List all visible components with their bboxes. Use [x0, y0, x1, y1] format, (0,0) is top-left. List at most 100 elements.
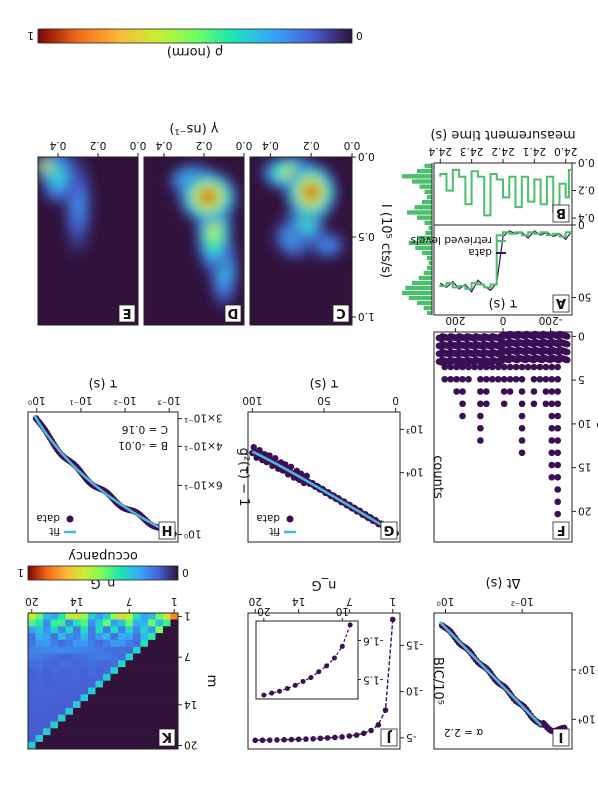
heatmap-cell: [42, 741, 51, 749]
heatmap-cell: [35, 612, 43, 620]
panel-label-b: B: [552, 204, 570, 223]
heatmap-cell: [35, 714, 43, 722]
heatmap-cell: [65, 701, 73, 709]
heatmap-cell: [57, 687, 66, 695]
heatmap-cell: [35, 626, 43, 634]
inset-point: [277, 688, 283, 694]
heatmap-cell: [42, 714, 51, 722]
point: [324, 735, 331, 741]
point: [441, 363, 449, 371]
panel-label-text: G: [384, 522, 395, 537]
heatmap-cell: [65, 626, 73, 634]
y-tick-label: 0.2: [578, 184, 595, 196]
heatmap-cell: [170, 680, 178, 688]
heatmap-cell: [125, 619, 133, 627]
y-tick-label: 0.0: [358, 150, 375, 162]
density-blob: [203, 192, 213, 202]
power-law-fit: [438, 621, 543, 727]
heatmap-cell: [65, 680, 73, 688]
x-tick-label: -200: [539, 314, 563, 326]
heatmap-cell: [42, 694, 51, 702]
point: [361, 730, 367, 737]
heatmap-cell: [95, 728, 103, 736]
heatmap-cell: [170, 653, 178, 661]
heatmap-cell: [57, 633, 66, 641]
heatmap-cell: [140, 707, 148, 715]
heatmap-cell: [80, 680, 88, 688]
y-tick-label: 10⁴: [406, 466, 424, 478]
heatmap-cell: [72, 619, 81, 627]
x-axis-label: τ (s): [489, 296, 518, 311]
heatmap-cell: [87, 667, 96, 675]
panel-b: 24.0 24.1 24.2 24.3 24.4 0.0 0.2 0.4 measurement…: [402, 127, 595, 226]
point: [548, 400, 556, 408]
heatmap-cell: [65, 735, 73, 743]
panel-label-e: E: [118, 304, 136, 323]
heatmap-cell: [125, 707, 133, 715]
point: [554, 486, 562, 493]
heatmap-cell: [132, 626, 141, 634]
point: [459, 375, 466, 383]
heatmap-cell: [50, 707, 58, 715]
heatmap-cell: [87, 660, 96, 668]
heatmap-cell: [57, 619, 66, 627]
y-tick-label: 50: [578, 291, 591, 303]
point: [459, 388, 466, 395]
heatmap-cell: [132, 714, 141, 722]
x-axis-label: γ (ns⁻¹): [169, 121, 218, 136]
hist-bar: [427, 194, 432, 200]
heatmap-cell: [80, 714, 88, 722]
point: [353, 732, 360, 738]
point: [512, 375, 520, 383]
heatmap-cell: [80, 646, 88, 654]
heatmap-cell: [72, 633, 81, 641]
point: [477, 400, 484, 408]
heatmap-cell: [50, 633, 58, 641]
heatmap-cell: [125, 660, 133, 668]
annotation-c: C = 0.16: [121, 423, 168, 435]
point: [375, 722, 382, 728]
heatmap-cell: [102, 646, 111, 654]
y-tick-label: 5: [578, 373, 585, 385]
point: [554, 437, 562, 444]
heatmap-cell: [35, 694, 43, 702]
point: [471, 363, 478, 371]
colorbar-tick-high: 1: [17, 566, 24, 578]
heatmap-cell: [147, 619, 156, 627]
heatmap-cell: [110, 721, 118, 729]
heatmap-cell: [95, 639, 103, 647]
heatmap-cell: [102, 707, 111, 715]
heatmap-cell: [57, 728, 66, 736]
heatmap-cell: [65, 646, 73, 654]
heatmap-cell: [80, 701, 88, 709]
colorbar-tick-low: 0: [356, 29, 363, 41]
heatmap-cell: [110, 612, 118, 620]
heatmap-cell: [117, 741, 126, 749]
point: [483, 363, 490, 371]
y-tick-label: 0.4: [578, 211, 595, 223]
heatmap-cell: [110, 687, 118, 695]
y-tick-label: 0: [578, 218, 585, 230]
heatmap-cell: [42, 626, 51, 634]
heatmap-cell: [95, 680, 103, 688]
heatmap-cell: [155, 646, 163, 654]
heatmap-cell: [72, 646, 81, 654]
heatmap-cell: [57, 680, 66, 688]
hist-bar: [412, 280, 432, 285]
point: [465, 363, 472, 371]
heatmap-cell: [42, 619, 51, 627]
heatmap-cell: [65, 673, 73, 681]
heatmap-cell: [125, 728, 133, 736]
heatmap-cell: [87, 694, 96, 702]
heatmap-cell: [125, 701, 133, 709]
heatmap-cell: [117, 701, 126, 709]
heatmap-cell: [27, 728, 36, 736]
heatmap-cell: [35, 619, 43, 627]
point: [310, 736, 316, 742]
heatmap-cell: [140, 735, 148, 743]
point: [518, 412, 526, 420]
y-tick-label: 0.5: [358, 230, 375, 242]
heatmap-cell: [162, 680, 171, 688]
